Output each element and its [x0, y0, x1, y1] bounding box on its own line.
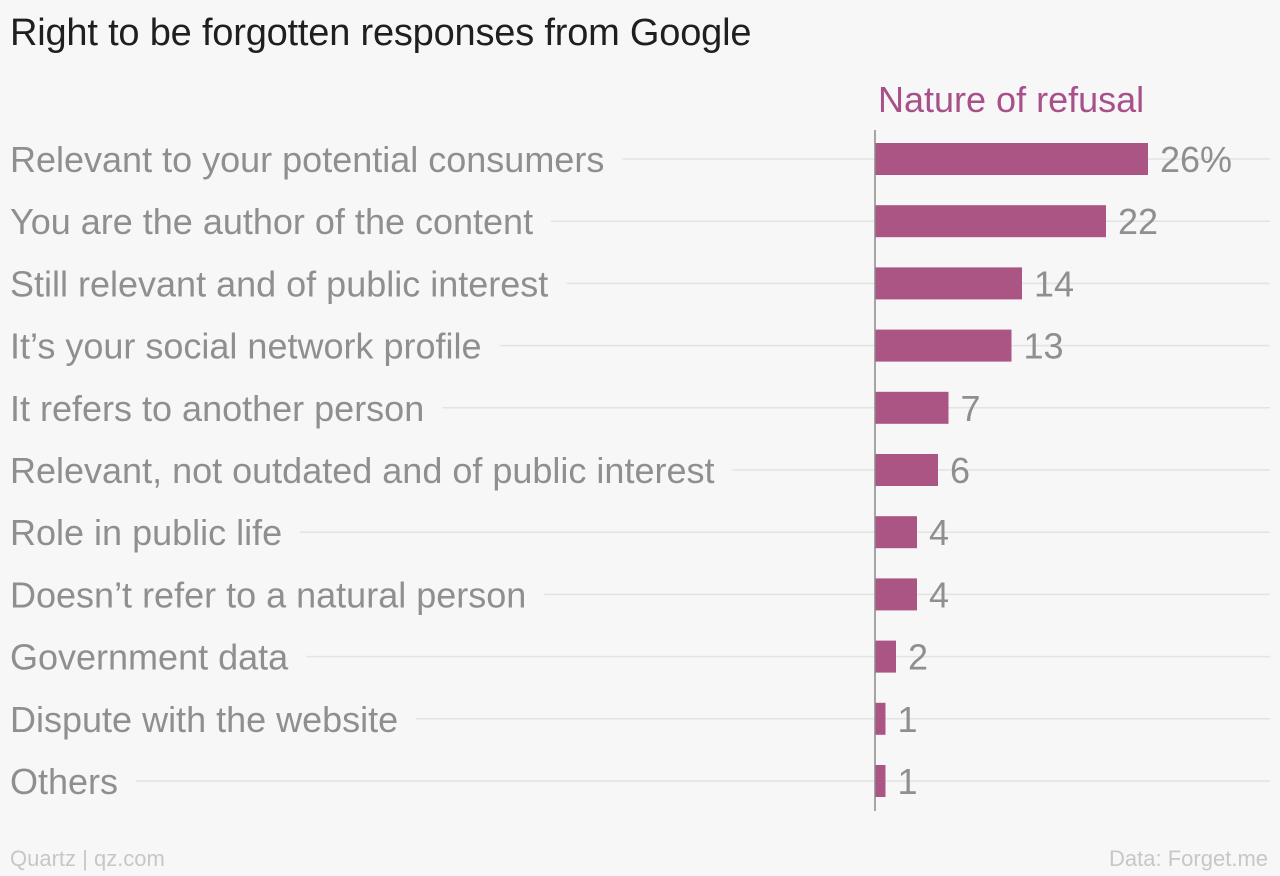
source-credit: Quartz | qz.com	[10, 846, 165, 871]
category-label: You are the author of the content	[10, 201, 533, 242]
category-label: Doesn’t refer to a natural person	[10, 574, 526, 615]
bar	[875, 329, 1012, 362]
category-label: Still relevant and of public interest	[10, 263, 548, 304]
data-source: Data: Forget.me	[1109, 846, 1268, 871]
series-label: Nature of refusal	[878, 79, 1144, 120]
category-label: It refers to another person	[10, 388, 424, 429]
value-label: 2	[908, 637, 928, 678]
bar	[875, 143, 1148, 175]
category-label: Relevant, not outdated and of public int…	[10, 450, 714, 491]
bar	[875, 267, 1022, 300]
bar	[875, 578, 917, 611]
category-label: Role in public life	[10, 512, 282, 553]
value-label: 6	[950, 450, 970, 491]
bar	[875, 391, 949, 424]
value-label: 22	[1118, 201, 1158, 242]
value-label: 13	[1024, 326, 1064, 367]
chart-title: Right to be forgotten responses from Goo…	[10, 12, 752, 54]
category-label: Dispute with the website	[10, 699, 398, 740]
value-label: 1	[898, 699, 918, 740]
value-label: 7	[961, 388, 981, 429]
value-label: 14	[1034, 263, 1074, 304]
category-label: Relevant to your potential consumers	[10, 139, 604, 180]
value-label: 4	[929, 512, 949, 553]
bar	[875, 516, 917, 549]
value-label: 26%	[1160, 139, 1232, 180]
category-label: It’s your social network profile	[10, 326, 482, 367]
category-label: Government data	[10, 637, 289, 678]
value-label: 4	[929, 574, 949, 615]
bar	[875, 640, 896, 673]
bar	[875, 454, 938, 486]
category-label: Others	[10, 761, 118, 802]
value-label: 1	[898, 761, 918, 802]
bar	[875, 765, 886, 797]
bar	[875, 205, 1106, 238]
bar	[875, 702, 886, 735]
